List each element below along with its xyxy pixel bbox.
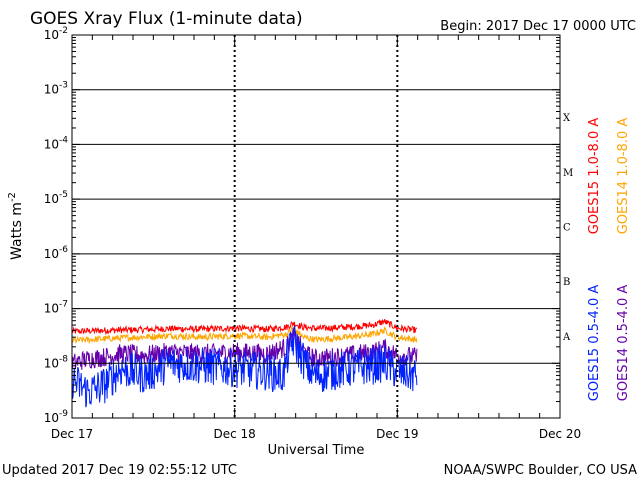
series-line (71, 325, 418, 408)
series-layer (71, 318, 418, 408)
x-axis-label: Universal Time (268, 443, 365, 458)
plot-area (72, 35, 560, 418)
y-tick-label: 10-8 (44, 354, 69, 370)
y-tick-label: 10-7 (44, 300, 68, 316)
series-line (71, 327, 418, 370)
begin-label: Begin: 2017 Dec 17 0000 UTC (440, 19, 636, 34)
updated-timestamp: Updated 2017 Dec 19 02:55:12 UTC (2, 463, 237, 478)
y-tick-label: 10-2 (44, 26, 68, 42)
x-tick-label: Dec 20 (539, 427, 581, 441)
flare-class-label: A (562, 332, 571, 343)
chart-title: GOES Xray Flux (1-minute data) (30, 9, 303, 29)
legend-label: GOES14 0.5-4.0 A (616, 285, 631, 402)
y-tick-label: 10-5 (44, 190, 68, 206)
y-axis-label-base: Watts m (9, 202, 25, 260)
y-tick-label: 10-3 (44, 81, 68, 97)
y-tick-label: 10-4 (44, 135, 69, 151)
y-tick-label: 10-6 (44, 245, 69, 261)
series-line (71, 325, 418, 345)
credit-label: NOAA/SWPC Boulder, CO USA (444, 463, 637, 478)
x-tick-label: Dec 18 (214, 427, 256, 441)
y-axis-label: Watts m-2 (7, 192, 25, 260)
legend-label: GOES15 0.5-4.0 A (587, 285, 602, 402)
flare-class-label: C (563, 223, 571, 234)
flare-class-label: B (563, 277, 570, 288)
y-axis-label-sup: -2 (7, 192, 18, 202)
legend-label: GOES15 1.0-8.0 A (587, 118, 602, 235)
legend-label: GOES14 1.0-8.0 A (616, 118, 631, 235)
x-tick-label: Dec 19 (376, 427, 418, 441)
flare-class-label: M (563, 168, 573, 179)
flare-class-label: X (563, 113, 571, 124)
y-tick-label: 10-9 (44, 409, 69, 425)
series-line (71, 318, 418, 336)
x-tick-label: Dec 17 (51, 427, 93, 441)
